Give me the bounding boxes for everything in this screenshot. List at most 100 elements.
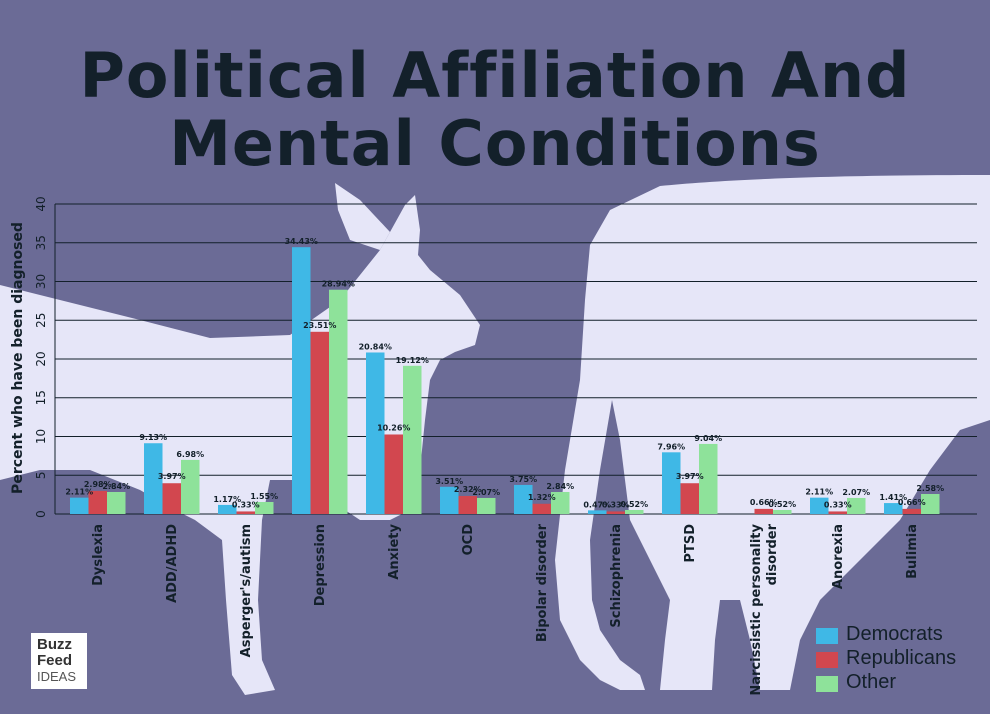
bar-9-2 <box>773 509 792 514</box>
page-title: Political Affiliation And Mental Conditi… <box>0 42 990 178</box>
bar-8-2 <box>699 443 718 514</box>
data-label-11-0: 1.41% <box>879 493 907 502</box>
bar-2-1 <box>236 511 255 514</box>
bar-11-2 <box>921 494 940 514</box>
data-label-3-0: 34.43% <box>285 237 318 246</box>
logo-line-2: Feed <box>37 652 73 669</box>
data-label-11-1: 0.66% <box>898 498 926 507</box>
bar-3-1 <box>310 331 329 514</box>
x-category-label-8: PTSD <box>683 524 698 563</box>
data-label-5-2: 2.07% <box>472 488 500 497</box>
x-category-label-1: ADD/ADHD <box>165 524 180 603</box>
bar-8-0 <box>662 452 681 514</box>
data-label-4-1: 10.26% <box>377 423 410 432</box>
data-label-11-2: 2.58% <box>916 484 944 493</box>
data-label-2-0: 1.17% <box>213 495 241 504</box>
bar-4-1 <box>384 434 403 514</box>
data-label-7-1: 0.33% <box>602 500 630 509</box>
logo-line-3: IDEAS <box>37 669 77 684</box>
data-label-1-2: 6.98% <box>176 450 204 459</box>
data-label-6-0: 3.75% <box>509 475 537 484</box>
bar-4-0 <box>366 352 385 514</box>
y-tick-label-20: 20 <box>34 351 48 366</box>
data-label-10-1: 0.33% <box>824 500 852 509</box>
x-category-label-6: Bipolar disorder <box>535 523 550 642</box>
y-tick-label-30: 30 <box>34 274 48 289</box>
bar-5-0 <box>440 486 459 514</box>
title-line-1: Political Affiliation And <box>79 39 911 112</box>
bar-9-1 <box>754 508 773 514</box>
data-label-7-2: 0.52% <box>620 500 648 509</box>
data-label-1-0: 9.13% <box>139 433 167 442</box>
bar-1-2 <box>181 459 200 514</box>
bar-11-1 <box>902 508 921 514</box>
y-tick-label-15: 15 <box>34 390 48 405</box>
legend-label-republicans: Republicans <box>846 647 957 669</box>
bar-6-1 <box>532 503 551 514</box>
x-category-label-10: Anorexia <box>831 524 846 589</box>
bar-7-1 <box>606 511 625 514</box>
bar-7-0 <box>588 510 607 514</box>
legend-label-other: Other <box>846 671 897 693</box>
bars <box>70 247 940 515</box>
buzzfeed-ideas-logo: Buzz Feed IDEAS <box>31 633 87 689</box>
x-category-label-3: Depression <box>313 524 328 606</box>
bar-0-2 <box>107 491 126 514</box>
y-tick-label-35: 35 <box>34 235 48 250</box>
data-label-1-1: 3.97% <box>158 472 186 481</box>
bar-1-1 <box>162 483 181 514</box>
x-category-label-9-1: disorder <box>765 523 780 585</box>
bar-0-1 <box>88 490 107 514</box>
data-label-6-1: 1.32% <box>528 493 556 502</box>
data-label-8-0: 7.96% <box>657 442 685 451</box>
x-category-label-5: OCD <box>461 524 476 556</box>
bar-10-2 <box>847 497 866 514</box>
bar-8-1 <box>680 483 699 514</box>
data-label-4-2: 19.12% <box>396 356 429 365</box>
bar-10-1 <box>828 511 847 514</box>
bar-2-2 <box>255 501 274 514</box>
bar-11-0 <box>884 503 903 514</box>
data-label-3-1: 23.51% <box>303 321 336 330</box>
legend-label-democrats: Democrats <box>846 623 943 645</box>
data-label-8-1: 3.97% <box>676 472 704 481</box>
y-tick-label-0: 0 <box>34 510 48 518</box>
x-category-labels: Dyslexia ADD/ADHD Asperger's/autism Depress… <box>91 523 920 695</box>
bar-3-2 <box>329 289 348 514</box>
data-label-10-0: 2.11% <box>805 488 833 497</box>
x-category-label-11: Bulimia <box>905 524 920 579</box>
x-category-label-7: Schizophrenia <box>609 524 624 628</box>
bar-1-0 <box>144 443 163 514</box>
bar-0-0 <box>70 497 89 514</box>
data-label-3-2: 28.94% <box>322 280 355 289</box>
data-label-5-1: 2.32% <box>454 485 482 494</box>
x-category-label-0: Dyslexia <box>91 524 106 586</box>
bar-6-2 <box>551 491 570 514</box>
data-labels: 2.11%2.98%2.84%9.13%3.97%6.98%1.17%0.33%… <box>65 237 944 509</box>
y-tick-label-40: 40 <box>34 196 48 211</box>
y-axis-label: Percent who have been diagnosed <box>10 222 26 494</box>
data-label-2-1: 0.33% <box>232 500 260 509</box>
bar-4-2 <box>403 365 422 514</box>
data-label-6-2: 2.84% <box>546 482 574 491</box>
legend-swatch-democrats <box>816 628 838 644</box>
data-label-0-2: 2.84% <box>102 482 130 491</box>
data-label-9-2: 0.52% <box>768 500 796 509</box>
x-category-label-9-0: Narcissistic personality <box>749 523 764 695</box>
legend-swatch-other <box>816 676 838 692</box>
legend-swatch-republicans <box>816 652 838 668</box>
elephant-silhouette <box>555 175 990 690</box>
data-label-4-0: 20.84% <box>359 342 392 351</box>
x-category-label-4: Anxiety <box>387 523 402 579</box>
data-label-9-1: 0.66% <box>750 498 778 507</box>
data-label-2-2: 1.55% <box>250 492 278 501</box>
title-line-2: Mental Conditions <box>169 107 821 180</box>
data-label-0-1: 2.98% <box>84 480 112 489</box>
y-tick-labels: 0 5 10 15 20 25 30 35 40 <box>34 196 48 517</box>
data-label-0-0: 2.11% <box>65 488 93 497</box>
y-tick-label-25: 25 <box>34 313 48 328</box>
bar-5-1 <box>458 496 477 514</box>
data-label-8-2: 9.04% <box>694 434 722 443</box>
x-category-label-2: Asperger's/autism <box>239 524 254 657</box>
